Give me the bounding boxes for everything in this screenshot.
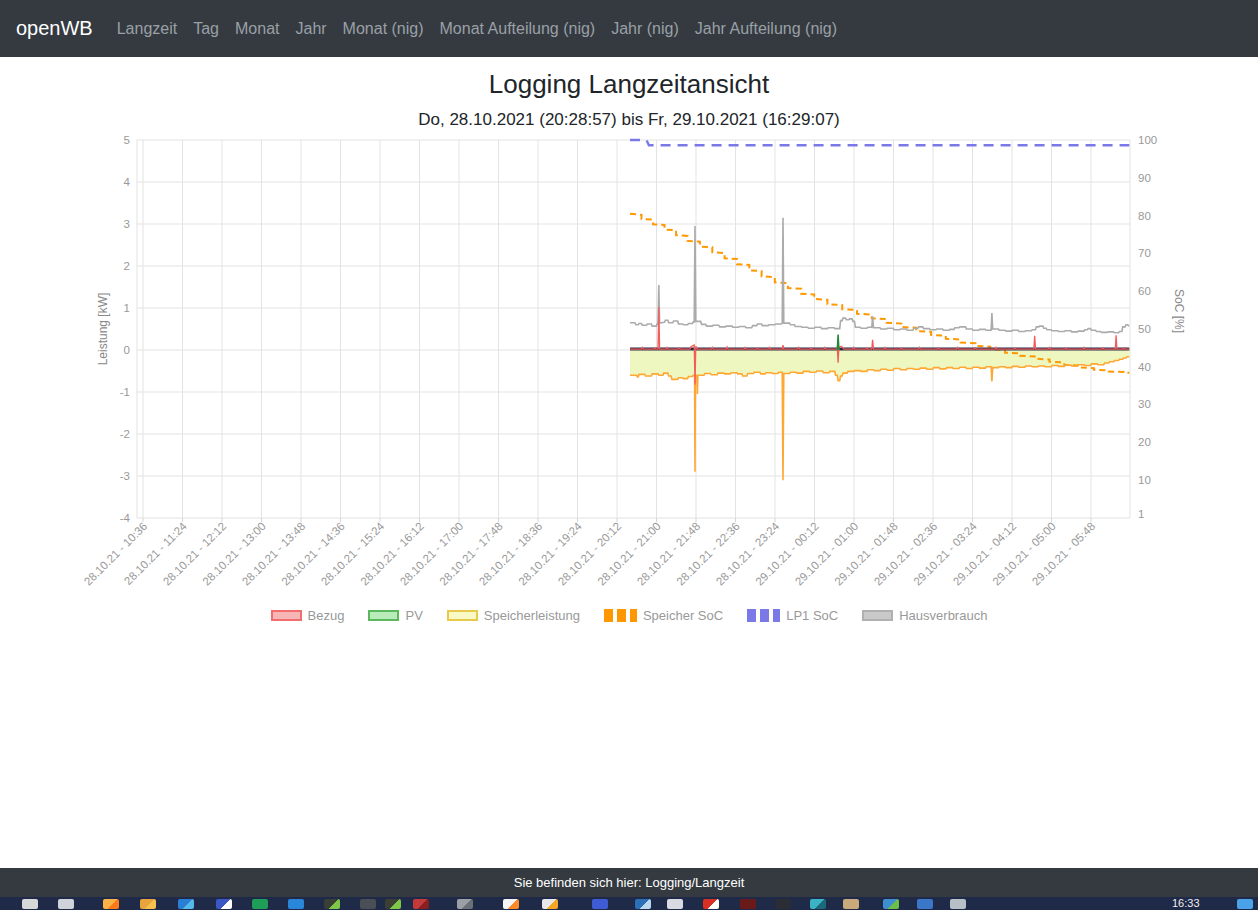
- legend-item-speicher-soc: Speicher SoC: [604, 608, 723, 623]
- excel-icon[interactable]: [252, 899, 268, 909]
- plant-icon[interactable]: [385, 899, 401, 909]
- taskbar[interactable]: 16:33: [0, 897, 1258, 910]
- legend-swatch: [368, 610, 399, 621]
- tray-icon[interactable]: [1237, 899, 1253, 909]
- svg-text:1: 1: [124, 302, 130, 314]
- svg-text:4: 4: [124, 176, 131, 188]
- svg-text:30: 30: [1138, 398, 1151, 410]
- sphere-icon[interactable]: [950, 899, 966, 909]
- chart-legend: Bezug PV Speicherleistung Speicher SoC LP1 S…: [0, 608, 1258, 623]
- funnel-icon[interactable]: [592, 899, 608, 909]
- svg-text:90: 90: [1138, 172, 1151, 184]
- legend-item-bezug: Bezug: [271, 608, 345, 623]
- monitor-icon[interactable]: [810, 899, 826, 909]
- page: openWB LangzeitTagMonatJahrMonat (nig)Mo…: [0, 0, 1258, 910]
- darkred-app-icon[interactable]: [740, 899, 756, 909]
- svg-text:-2: -2: [120, 428, 130, 440]
- window-icon[interactable]: [22, 899, 38, 909]
- statusbar-text: Sie befinden sich hier: Logging/Langzeit: [514, 875, 745, 890]
- svg-text:-3: -3: [120, 470, 130, 482]
- svg-text:Leistung [kW]: Leistung [kW]: [96, 293, 110, 366]
- legend-swatch: [747, 609, 780, 622]
- dots-icon[interactable]: [843, 899, 859, 909]
- legend-swatch: [604, 609, 637, 622]
- svg-text:40: 40: [1138, 361, 1151, 373]
- ide-icon[interactable]: [324, 899, 340, 909]
- chart-app-icon[interactable]: [178, 899, 194, 909]
- svg-text:70: 70: [1138, 247, 1151, 259]
- legend-swatch: [447, 610, 478, 621]
- legend-item-lp1-soc: LP1 SoC: [747, 608, 838, 623]
- legend-item-hausverbrauch: Hausverbrauch: [862, 608, 987, 623]
- camera-icon[interactable]: [775, 899, 791, 909]
- red-app-icon[interactable]: [413, 899, 429, 909]
- svg-text:50: 50: [1138, 323, 1151, 335]
- svg-text:10: 10: [1138, 474, 1151, 486]
- pen-icon[interactable]: [503, 899, 519, 909]
- keyboard-icon[interactable]: [58, 899, 74, 909]
- svg-text:3: 3: [124, 218, 130, 230]
- bluewin-icon[interactable]: [917, 899, 933, 909]
- chart: 543210-1-2-3-4100908070605040302010128.1…: [0, 0, 1258, 660]
- svg-text:100: 100: [1138, 134, 1157, 146]
- svg-text:-1: -1: [120, 386, 130, 398]
- svg-text:0: 0: [124, 344, 130, 356]
- svg-text:20: 20: [1138, 436, 1151, 448]
- svg-text:80: 80: [1138, 210, 1151, 222]
- svg-text:SoC [%]: SoC [%]: [1172, 289, 1186, 333]
- svg-text:60: 60: [1138, 285, 1151, 297]
- folder-icon[interactable]: [140, 899, 156, 909]
- legend-swatch: [271, 610, 302, 621]
- firefox-icon[interactable]: [103, 899, 119, 909]
- printer-icon[interactable]: [457, 899, 473, 909]
- archive-icon[interactable]: [216, 899, 232, 909]
- document-icon[interactable]: [667, 899, 683, 909]
- taskbar-clock: 16:33: [1172, 897, 1200, 909]
- notepad-icon[interactable]: [542, 899, 558, 909]
- svg-text:5: 5: [124, 134, 130, 146]
- legend-item-pv: PV: [368, 608, 422, 623]
- legend-swatch: [862, 610, 893, 621]
- media-icon[interactable]: [360, 899, 376, 909]
- statusbar: Sie befinden sich hier: Logging/Langzeit: [0, 868, 1258, 897]
- legend-item-speicherleistung: Speicherleistung: [447, 608, 580, 623]
- svg-text:-4: -4: [120, 512, 131, 524]
- svg-text:2: 2: [124, 260, 130, 272]
- pdf-icon[interactable]: [703, 899, 719, 909]
- telegram-icon[interactable]: [635, 899, 651, 909]
- svg-text:1: 1: [1138, 508, 1144, 520]
- globe-icon[interactable]: [883, 899, 899, 909]
- word-icon[interactable]: [288, 899, 304, 909]
